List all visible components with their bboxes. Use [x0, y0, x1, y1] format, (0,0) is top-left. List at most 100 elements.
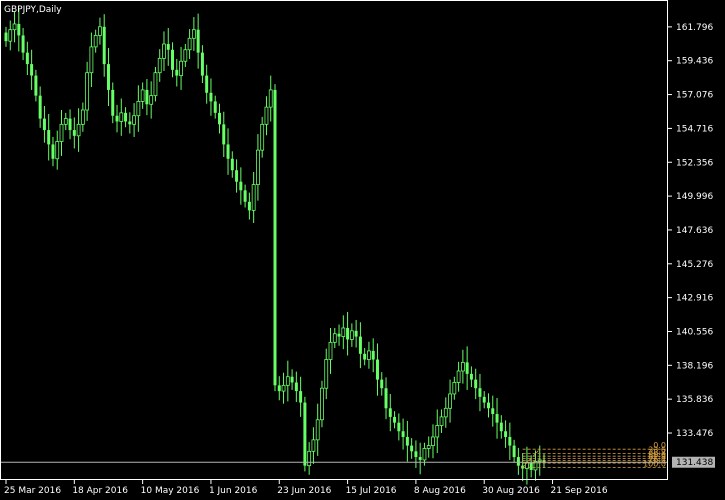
price-tick-label: 161.796 [676, 23, 713, 33]
candle [187, 29, 192, 59]
price-tick-label: 152.356 [676, 158, 713, 168]
candle [375, 343, 379, 396]
candle [380, 372, 384, 396]
time-tick-label: 10 May 2016 [141, 486, 200, 496]
candle [47, 114, 51, 161]
price-tick-label: 159.436 [676, 57, 713, 67]
fib-level: 61.8 [522, 452, 668, 461]
candle [260, 116, 265, 158]
fib-level: 100.0 [522, 459, 668, 468]
candle [209, 78, 213, 116]
candle [140, 82, 145, 109]
candle [38, 86, 42, 128]
candle [12, 11, 17, 43]
candle [512, 439, 516, 463]
candle [42, 105, 46, 143]
candle [499, 415, 503, 439]
candle [397, 413, 401, 441]
fib-level-label: 50.0 [648, 450, 666, 459]
candle [247, 192, 251, 220]
candle [299, 376, 303, 417]
time-tick: 21 Sep 2016 [551, 480, 608, 496]
time-tick-label: 1 Jun 2016 [209, 486, 258, 496]
fib-level-label: 100.0 [643, 459, 666, 468]
candle [465, 346, 469, 390]
candle [332, 327, 337, 349]
price-tick-label: 138.196 [676, 361, 713, 371]
candle [533, 450, 538, 481]
fib-level-label: 38.2 [648, 448, 666, 457]
candle [508, 422, 512, 460]
candle [460, 349, 465, 384]
candle [341, 315, 346, 350]
candle [226, 128, 230, 175]
candle [17, 7, 21, 52]
candle [149, 81, 154, 119]
price-tick-label: 157.076 [676, 91, 713, 101]
candle [191, 17, 196, 51]
candle [414, 440, 418, 468]
chart-frame [0, 0, 668, 480]
price-tick-label: 133.476 [676, 429, 713, 439]
time-tick-label: 25 Mar 2016 [4, 486, 61, 496]
candle [25, 41, 29, 76]
price-tick: 154.716 [668, 124, 713, 134]
time-tick-label: 21 Sep 2016 [551, 486, 608, 496]
candle [371, 338, 375, 373]
candle [55, 130, 60, 170]
price-tick: 147.636 [668, 226, 713, 236]
candle [205, 64, 209, 104]
fib-trendline [522, 448, 541, 468]
candle [80, 102, 85, 132]
candle [324, 348, 329, 400]
candle [85, 61, 90, 121]
candle [34, 69, 38, 102]
candle [311, 427, 316, 464]
candle [358, 322, 362, 369]
candle [448, 379, 452, 423]
candle [157, 49, 162, 82]
candle [72, 117, 76, 149]
price-tick: 149.996 [668, 192, 713, 202]
candle [405, 420, 409, 462]
price-axis: 161.796 159.436 157.076 154.716 152.356 149.9… [668, 23, 713, 439]
price-tick: 138.196 [668, 361, 713, 371]
price-tick: 152.356 [668, 158, 713, 168]
candle [179, 46, 183, 90]
time-tick: 15 Jul 2016 [346, 480, 397, 496]
candle [230, 151, 234, 178]
price-tick: 140.556 [668, 327, 713, 337]
time-tick: 18 Apr 2016 [72, 480, 128, 496]
candle [474, 368, 478, 400]
svg-text:131.438: 131.438 [676, 458, 713, 468]
price-tick: 135.836 [668, 395, 713, 405]
candle [346, 311, 350, 356]
candle [239, 167, 243, 205]
candle [222, 111, 226, 158]
candle [256, 134, 260, 201]
time-tick: 1 Jun 2016 [209, 480, 258, 496]
candle [200, 45, 204, 84]
candle [21, 27, 25, 61]
candle [439, 409, 444, 433]
candle [93, 29, 98, 53]
time-tick: 8 Aug 2016 [414, 480, 466, 496]
candle [111, 82, 115, 124]
candle [354, 319, 358, 348]
candle [456, 361, 461, 392]
price-tick: 142.916 [668, 294, 713, 304]
candle [337, 324, 341, 346]
candle [478, 373, 482, 412]
candle [119, 98, 124, 136]
candle [388, 393, 392, 432]
price-tick: 133.476 [668, 429, 713, 439]
candle [418, 442, 422, 475]
time-tick: 25 Mar 2016 [4, 480, 61, 496]
price-tick: 161.796 [668, 23, 713, 33]
candle [68, 109, 72, 140]
candle [516, 447, 520, 475]
candle [285, 360, 290, 402]
